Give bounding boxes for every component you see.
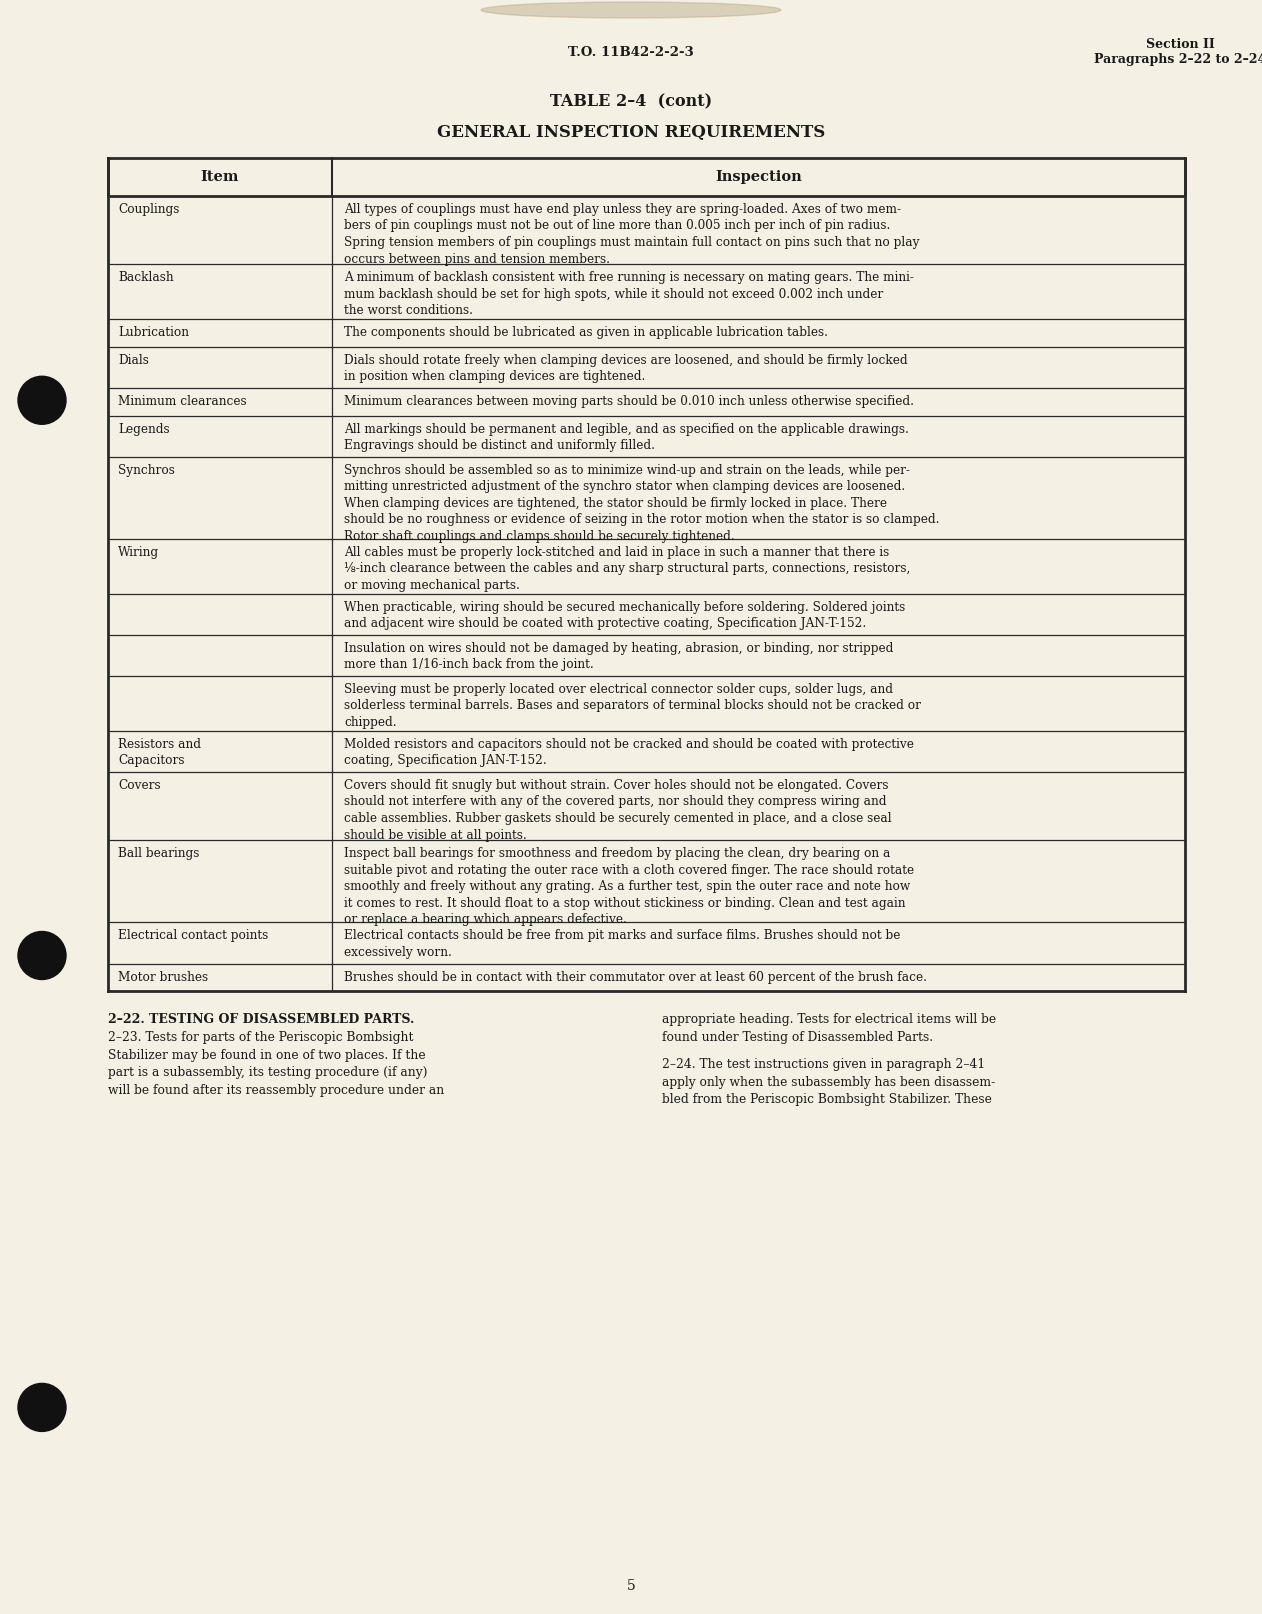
Text: When practicable, wiring should be secured mechanically before soldering. Solder: When practicable, wiring should be secur… bbox=[345, 600, 905, 629]
Text: Synchros should be assembled so as to minimize wind-up and strain on the leads, : Synchros should be assembled so as to mi… bbox=[345, 463, 939, 542]
Text: Brushes should be in contact with their commutator over at least 60 percent of t: Brushes should be in contact with their … bbox=[345, 970, 928, 983]
Text: Backlash: Backlash bbox=[119, 271, 174, 284]
Text: Insulation on wires should not be damaged by heating, abrasion, or binding, nor : Insulation on wires should not be damage… bbox=[345, 642, 893, 671]
Text: The components should be lubricated as given in applicable lubrication tables.: The components should be lubricated as g… bbox=[345, 326, 828, 339]
Text: Minimum clearances: Minimum clearances bbox=[119, 395, 246, 408]
Text: Wiring: Wiring bbox=[119, 546, 159, 558]
Text: Synchros: Synchros bbox=[119, 463, 175, 476]
Text: Motor brushes: Motor brushes bbox=[119, 970, 208, 983]
Text: Inspection: Inspection bbox=[716, 169, 801, 184]
Text: 2–23. Tests for parts of the Periscopic Bombsight
Stabilizer may be found in one: 2–23. Tests for parts of the Periscopic … bbox=[109, 1031, 444, 1096]
Text: A minimum of backlash consistent with free running is necessary on mating gears.: A minimum of backlash consistent with fr… bbox=[345, 271, 914, 318]
Text: Inspect ball bearings for smoothness and freedom by placing the clean, dry beari: Inspect ball bearings for smoothness and… bbox=[345, 847, 914, 926]
Text: Sleeving must be properly located over electrical connector solder cups, solder : Sleeving must be properly located over e… bbox=[345, 683, 921, 730]
Text: Lubrication: Lubrication bbox=[119, 326, 189, 339]
Text: Resistors and
Capacitors: Resistors and Capacitors bbox=[119, 738, 201, 767]
Text: Couplings: Couplings bbox=[119, 203, 179, 216]
Circle shape bbox=[18, 931, 66, 980]
Text: All types of couplings must have end play unless they are spring-loaded. Axes of: All types of couplings must have end pla… bbox=[345, 203, 920, 265]
Text: Electrical contact points: Electrical contact points bbox=[119, 930, 269, 943]
Text: Molded resistors and capacitors should not be cracked and should be coated with : Molded resistors and capacitors should n… bbox=[345, 738, 914, 767]
Text: Covers: Covers bbox=[119, 780, 160, 792]
Text: GENERAL INSPECTION REQUIREMENTS: GENERAL INSPECTION REQUIREMENTS bbox=[437, 124, 825, 140]
Text: T.O. 11B42-2-2-3: T.O. 11B42-2-2-3 bbox=[568, 45, 694, 58]
Ellipse shape bbox=[481, 2, 781, 18]
Text: Dials should rotate freely when clamping devices are loosened, and should be fir: Dials should rotate freely when clamping… bbox=[345, 353, 907, 383]
Text: Covers should fit snugly but without strain. Cover holes should not be elongated: Covers should fit snugly but without str… bbox=[345, 780, 892, 841]
Text: Electrical contacts should be free from pit marks and surface films. Brushes sho: Electrical contacts should be free from … bbox=[345, 930, 900, 959]
Text: Dials: Dials bbox=[119, 353, 149, 366]
Text: Paragraphs 2–22 to 2–24: Paragraphs 2–22 to 2–24 bbox=[1094, 53, 1262, 66]
Text: 2–24. The test instructions given in paragraph 2–41
apply only when the subassem: 2–24. The test instructions given in par… bbox=[661, 1059, 994, 1106]
Text: Ball bearings: Ball bearings bbox=[119, 847, 199, 860]
Text: 2–22. TESTING OF DISASSEMBLED PARTS.: 2–22. TESTING OF DISASSEMBLED PARTS. bbox=[109, 1014, 414, 1027]
Text: TABLE 2–4  (cont): TABLE 2–4 (cont) bbox=[550, 94, 712, 110]
Text: 5: 5 bbox=[627, 1578, 635, 1593]
Circle shape bbox=[18, 1383, 66, 1432]
Text: All cables must be properly lock-stitched and laid in place in such a manner tha: All cables must be properly lock-stitche… bbox=[345, 546, 910, 592]
Text: Minimum clearances between moving parts should be 0.010 inch unless otherwise sp: Minimum clearances between moving parts … bbox=[345, 395, 914, 408]
Text: Item: Item bbox=[201, 169, 240, 184]
Text: appropriate heading. Tests for electrical items will be
found under Testing of D: appropriate heading. Tests for electrica… bbox=[661, 1014, 996, 1044]
Text: All markings should be permanent and legible, and as specified on the applicable: All markings should be permanent and leg… bbox=[345, 423, 909, 452]
Text: Section II: Section II bbox=[1146, 37, 1214, 50]
Circle shape bbox=[18, 376, 66, 424]
Text: Legends: Legends bbox=[119, 423, 169, 436]
